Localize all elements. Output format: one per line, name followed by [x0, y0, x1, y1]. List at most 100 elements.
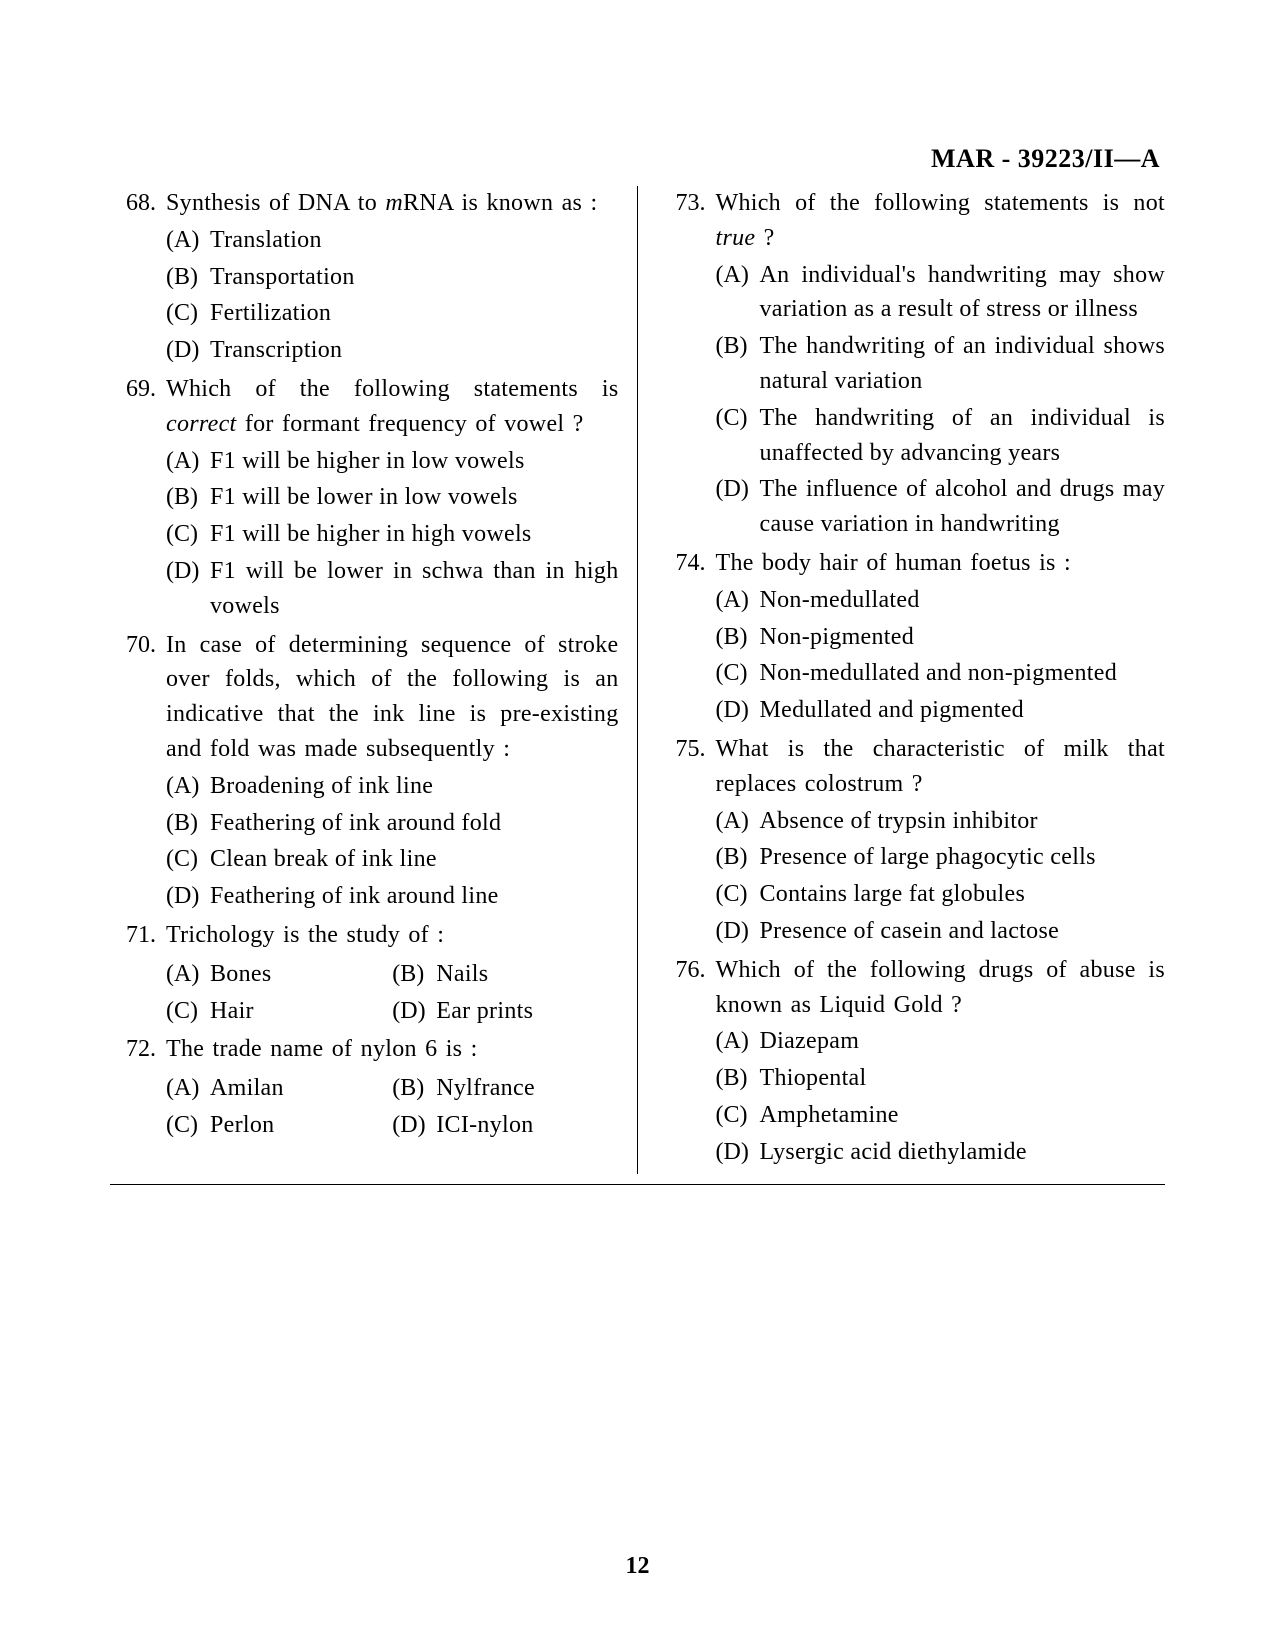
question: 73.Which of the following statements is …: [660, 186, 1166, 542]
right-column: 73.Which of the following statements is …: [638, 186, 1166, 1174]
option-label: (B): [166, 806, 210, 841]
question-number: 70.: [110, 628, 166, 914]
exam-page: MAR - 39223/II—A 68.Synthesis of DNA to …: [0, 0, 1275, 1650]
option-text: Non-medullated and non-pigmented: [760, 656, 1166, 691]
option-text: Ear prints: [436, 994, 618, 1029]
option: (A)Diazepam: [716, 1024, 1166, 1059]
option-label: (C): [716, 1098, 760, 1133]
options-list: (A)Amilan(B)Nylfrance(C)Perlon(D)ICI-nyl…: [166, 1069, 619, 1143]
option-text: Nails: [436, 957, 618, 992]
question: 76.Which of the following drugs of abuse…: [660, 953, 1166, 1170]
option-text: Fertilization: [210, 296, 619, 331]
option: (A)Amilan: [166, 1071, 392, 1106]
option: (C)Hair: [166, 994, 392, 1029]
question: 68.Synthesis of DNA to mRNA is known as …: [110, 186, 619, 368]
option: (A)Translation: [166, 223, 619, 258]
paper-code-header: MAR - 39223/II—A: [931, 140, 1160, 178]
option-label: (A): [166, 223, 210, 258]
option-label: (B): [716, 620, 760, 655]
options-list: (A)Non-medullated(B)Non-pigmented(C)Non-…: [716, 583, 1166, 728]
question: 74.The body hair of human foetus is :(A)…: [660, 546, 1166, 728]
option-text: F1 will be higher in high vowels: [210, 517, 619, 552]
two-column-layout: 68.Synthesis of DNA to mRNA is known as …: [110, 186, 1165, 1185]
option: (A)An individual's handwriting may show …: [716, 258, 1166, 328]
option: (C)Contains large fat globules: [716, 877, 1166, 912]
question-text: Which of the following statements is cor…: [166, 372, 619, 442]
option: (C)The handwriting of an individual is u…: [716, 401, 1166, 471]
options-list: (A)Absence of trypsin inhibitor(B)Presen…: [716, 804, 1166, 949]
question-body: Trichology is the study of :(A)Bones(B)N…: [166, 918, 619, 1028]
option-label: (D): [392, 994, 436, 1029]
question-number: 68.: [110, 186, 166, 368]
option: (B)Feathering of ink around fold: [166, 806, 619, 841]
option: (D)Lysergic acid diethylamide: [716, 1135, 1166, 1170]
option: (B)Nails: [392, 957, 618, 992]
question-body: Synthesis of DNA to mRNA is known as :(A…: [166, 186, 619, 368]
options-list: (A)Bones(B)Nails(C)Hair(D)Ear prints: [166, 955, 619, 1029]
option: (B)Transportation: [166, 260, 619, 295]
option-text: F1 will be higher in low vowels: [210, 444, 619, 479]
question-number: 72.: [110, 1032, 166, 1142]
option: (C)Perlon: [166, 1108, 392, 1143]
question-text: Which of the following statements is not…: [716, 186, 1166, 256]
option: (C)Amphetamine: [716, 1098, 1166, 1133]
option-label: (D): [716, 472, 760, 542]
option-text: ICI-nylon: [436, 1108, 618, 1143]
option-label: (A): [166, 769, 210, 804]
option: (C)Clean break of ink line: [166, 842, 619, 877]
option: (B)Non-pigmented: [716, 620, 1166, 655]
option-text: Non-pigmented: [760, 620, 1166, 655]
option-label: (A): [166, 444, 210, 479]
page-number: 12: [0, 1549, 1275, 1584]
option-text: Feathering of ink around fold: [210, 806, 619, 841]
option-label: (D): [716, 1135, 760, 1170]
option-label: (C): [716, 401, 760, 471]
option: (A)F1 will be higher in low vowels: [166, 444, 619, 479]
option-label: (B): [716, 1061, 760, 1096]
option-label: (C): [716, 877, 760, 912]
option-label: (B): [716, 329, 760, 399]
option: (B)F1 will be lower in low vowels: [166, 480, 619, 515]
option-text: Clean break of ink line: [210, 842, 619, 877]
question-number: 73.: [660, 186, 716, 542]
option-text: Amilan: [210, 1071, 392, 1106]
option: (B)Thiopental: [716, 1061, 1166, 1096]
option-text: Presence of large phagocytic cells: [760, 840, 1166, 875]
option-label: (C): [166, 842, 210, 877]
option: (C)Non-medullated and non-pigmented: [716, 656, 1166, 691]
options-list: (A)Broadening of ink line(B)Feathering o…: [166, 769, 619, 914]
option-text: Amphetamine: [760, 1098, 1166, 1133]
question-number: 71.: [110, 918, 166, 1028]
option-label: (A): [716, 804, 760, 839]
option-text: The handwriting of an individual is unaf…: [760, 401, 1166, 471]
option-label: (C): [166, 994, 210, 1029]
option: (A)Bones: [166, 957, 392, 992]
option-text: Medullated and pigmented: [760, 693, 1166, 728]
option-text: Non-medullated: [760, 583, 1166, 618]
option-text: Contains large fat globules: [760, 877, 1166, 912]
option: (D)F1 will be lower in schwa than in hig…: [166, 554, 619, 624]
question-number: 74.: [660, 546, 716, 728]
question-body: The body hair of human foetus is :(A)Non…: [716, 546, 1166, 728]
option: (A)Absence of trypsin inhibitor: [716, 804, 1166, 839]
option-label: (B): [166, 260, 210, 295]
option-text: Hair: [210, 994, 392, 1029]
option-text: Lysergic acid diethylamide: [760, 1135, 1166, 1170]
option: (C)Fertilization: [166, 296, 619, 331]
option-label: (C): [716, 656, 760, 691]
question: 72.The trade name of nylon 6 is :(A)Amil…: [110, 1032, 619, 1142]
option-label: (D): [166, 333, 210, 368]
option-text: Diazepam: [760, 1024, 1166, 1059]
option: (B)The handwriting of an individual show…: [716, 329, 1166, 399]
question-body: The trade name of nylon 6 is :(A)Amilan(…: [166, 1032, 619, 1142]
question-body: Which of the following drugs of abuse is…: [716, 953, 1166, 1170]
option: (C)F1 will be higher in high vowels: [166, 517, 619, 552]
option-label: (D): [166, 879, 210, 914]
question-number: 69.: [110, 372, 166, 624]
option-label: (A): [716, 258, 760, 328]
option: (D)Medullated and pigmented: [716, 693, 1166, 728]
option: (A)Broadening of ink line: [166, 769, 619, 804]
option-label: (A): [166, 957, 210, 992]
left-column: 68.Synthesis of DNA to mRNA is known as …: [110, 186, 638, 1174]
option-text: The influence of alcohol and drugs may c…: [760, 472, 1166, 542]
